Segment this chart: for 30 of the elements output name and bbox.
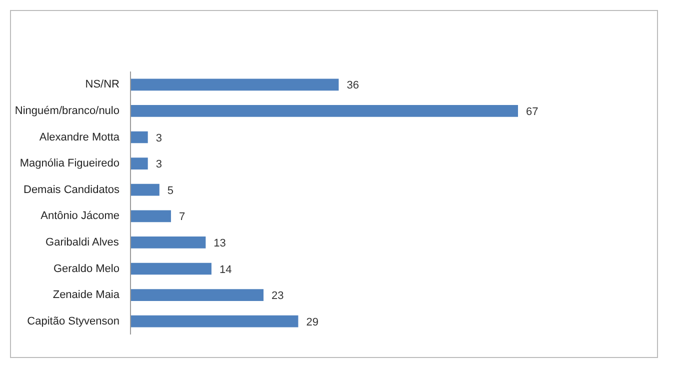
- bar: [130, 131, 148, 144]
- y-tick-label: Ninguém/branco/nulo: [14, 104, 120, 117]
- y-tick-label: Antônio Jácome: [40, 210, 120, 222]
- bar: [130, 210, 171, 222]
- y-tick-label: Demais Candidatos: [24, 184, 120, 196]
- data-label: 23: [272, 290, 284, 302]
- y-tick-label: Alexandre Motta: [39, 131, 120, 144]
- bar: [130, 78, 339, 91]
- bar: [130, 184, 160, 196]
- data-label: 29: [306, 316, 318, 328]
- data-label: 67: [526, 106, 538, 118]
- bar: [130, 315, 298, 328]
- y-tick-label: Magnólia Figueiredo: [20, 158, 120, 170]
- data-label: 5: [167, 184, 174, 197]
- data-label: 3: [156, 132, 162, 144]
- y-tick-label: NS/NR: [85, 78, 120, 91]
- bar: [130, 262, 212, 275]
- bar: [130, 158, 148, 170]
- data-label: 13: [214, 237, 226, 250]
- data-label: 36: [346, 80, 359, 92]
- data-label: 7: [178, 211, 186, 224]
- bar: [130, 236, 206, 248]
- data-label: 14: [219, 264, 232, 276]
- y-tick-label: Capitão Styvenson: [27, 315, 120, 328]
- bar: [130, 105, 518, 117]
- y-tick-label: Garibaldi Alves: [46, 236, 120, 248]
- bar: [130, 289, 264, 301]
- data-label: 3: [156, 158, 162, 171]
- y-tick-label: Zenaide Maia: [52, 289, 120, 302]
- y-tick-label: Geraldo Melo: [53, 262, 120, 275]
